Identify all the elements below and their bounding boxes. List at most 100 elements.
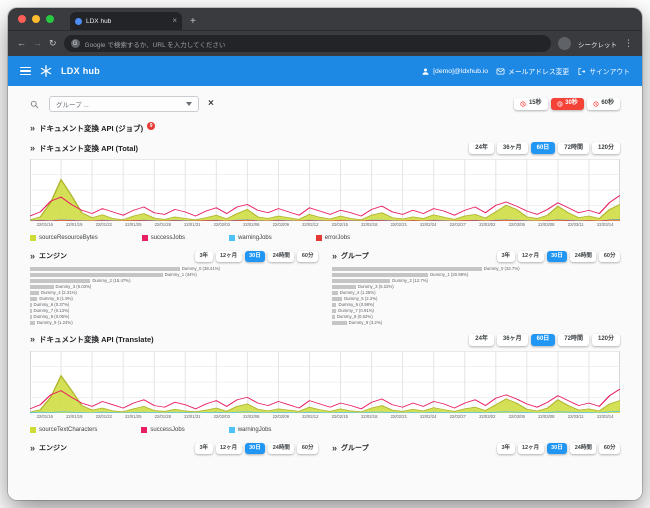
x-axis-label: 22/01/25 [125,222,142,228]
legend-swatch-icon [30,235,36,242]
range-button-12ヶ月[interactable]: 12ヶ月 [517,251,544,262]
refresh-interval-button-15秒[interactable]: 15秒 [514,97,548,111]
section-jobs-title[interactable]: » ドキュメント変換 API (ジョブ) 9 [30,121,620,134]
x-axis-label: 22/02/12 [302,222,319,228]
bar-label: Dummy_4 (1.25%) [339,290,376,296]
range-button-60日[interactable]: 60日 [530,142,556,155]
bar-label: Dummy_0 (38.41%) [181,266,220,272]
clock-icon [520,101,527,107]
range-button-60分[interactable]: 60分 [297,251,318,262]
legend-item-successJobs: successJobs [141,235,185,242]
tab-close-icon[interactable]: × [172,16,177,25]
section-translate-title[interactable]: » ドキュメント変換 API (Translate) [30,334,154,345]
window-close-button[interactable] [18,15,26,23]
range-button-120分[interactable]: 120分 [591,333,620,346]
x-axis-label: 22/02/09 [272,222,289,228]
range-button-60分[interactable]: 60分 [599,442,620,454]
translate-group-header[interactable]: » グループ 3年 12ヶ月 30日 24時間 60分 [332,442,620,454]
range-button-24年[interactable]: 24年 [469,142,494,155]
range-button-24時間[interactable]: 24時間 [570,251,597,262]
range-button-12ヶ月[interactable]: 12ヶ月 [517,442,544,454]
group-panel-header[interactable]: » グループ 3年 12ヶ月 30日 24時間 60分 [332,251,620,262]
total-chart-legend: sourceResourceBytes successJobs warningJob… [30,233,620,243]
range-button-30日[interactable]: 30日 [244,442,266,454]
bar [30,290,39,295]
engine-panel-header[interactable]: » エンジン 3年 12ヶ月 30日 24時間 60分 [30,251,318,262]
user-icon [422,68,429,75]
address-bar-placeholder: Google で検索するか、URL を入力してください [84,41,226,49]
range-button-12ヶ月[interactable]: 12ヶ月 [215,442,242,454]
bar [30,284,54,289]
engine-range-group: 3年 12ヶ月 30日 24時間 60分 [194,251,318,262]
menu-icon[interactable] [20,66,31,76]
legend-item-errorJobs: errorJobs [315,235,350,242]
mail-icon [496,68,505,74]
bar-label: Dummy_6 (0.37%) [33,302,70,308]
address-bar[interactable]: G Google で検索するか、URL を入力してください [63,35,551,52]
user-account[interactable]: [demo]@ldxhub.io [421,67,488,76]
bar [30,278,91,283]
group-select-value: グループ ... [56,102,89,109]
range-button-3年[interactable]: 3年 [496,442,515,454]
range-button-24時間[interactable]: 24時間 [268,251,295,262]
range-button-60日[interactable]: 60日 [530,333,556,346]
window-minimize-button[interactable] [32,15,40,23]
legend-item-warningJobs: warningJobs [228,426,271,433]
bar-row: Dummy_3 (6.03%) [30,284,318,290]
incognito-avatar-icon[interactable] [558,37,571,50]
x-axis-label: 22/02/27 [449,413,466,419]
reload-icon[interactable]: ↻ [49,38,57,48]
sign-out-button[interactable]: サインアウト [577,66,630,76]
range-button-30日[interactable]: 30日 [244,251,266,262]
translate-group-panel: » グループ 3年 12ヶ月 30日 24時間 60分 [332,442,620,454]
bar [30,266,180,271]
group-bar-chart: Dummy_0 (32.7%) Dummy_1 (20.98%) Dummy_2 (… [332,266,620,326]
bar-row: Dummy_2 (15.47%) [30,278,318,284]
range-button-72時間[interactable]: 72時間 [558,142,589,155]
x-axis-label: 22/02/12 [302,413,319,419]
range-button-36ヶ月[interactable]: 36ヶ月 [496,142,528,155]
section-total-title[interactable]: » ドキュメント変換 API (Total) [30,143,138,154]
range-button-30日[interactable]: 30日 [546,442,568,454]
range-button-3年[interactable]: 3年 [194,251,213,262]
range-button-12ヶ月[interactable]: 12ヶ月 [215,251,242,262]
range-button-3年[interactable]: 3年 [194,442,213,454]
bar-row: Dummy_0 (38.41%) [30,266,318,272]
browser-menu-icon[interactable]: ⋮ [624,38,633,48]
range-button-60分[interactable]: 60分 [297,442,318,454]
range-button-24年[interactable]: 24年 [469,333,494,346]
translate-engine-header[interactable]: » エンジン 3年 12ヶ月 30日 24時間 60分 [30,442,318,454]
range-button-36ヶ月[interactable]: 36ヶ月 [496,333,528,346]
change-email-button[interactable]: メールアドレス変更 [496,66,569,76]
range-button-60分[interactable]: 60分 [599,251,620,262]
bar [332,272,429,277]
bar-label: Dummy_9 (1.24%) [36,320,73,326]
range-button-30日[interactable]: 30日 [546,251,568,262]
new-tab-button[interactable]: + [190,16,196,27]
bar [332,278,391,283]
range-button-120分[interactable]: 120分 [591,142,620,155]
browser-tab[interactable]: LDX hub × [70,12,182,30]
back-icon[interactable]: ← [17,38,26,48]
x-axis-label: 22/01/28 [154,222,171,228]
x-axis-label: 22/02/06 [243,222,260,228]
change-email-label: メールアドレス変更 [508,69,570,76]
bar-label: Dummy_9 (3.2%) [348,320,383,326]
range-button-3年[interactable]: 3年 [496,251,515,262]
double-chevron-icon: » [30,442,36,453]
clear-filter-icon[interactable]: × [208,98,214,109]
window-fullscreen-button[interactable] [46,15,54,23]
sign-out-label: サインアウト [589,69,630,76]
refresh-interval-button-30秒[interactable]: 30秒 [550,97,584,111]
forward-icon[interactable]: → [33,38,42,48]
x-axis-label: 22/02/15 [331,413,348,419]
refresh-interval-button-60秒[interactable]: 60秒 [586,97,620,111]
group-select[interactable]: グループ ... [49,96,199,112]
range-button-72時間[interactable]: 72時間 [558,333,589,346]
search-icon [30,100,39,108]
translate-engine-range-group: 3年 12ヶ月 30日 24時間 60分 [194,442,318,454]
double-chevron-icon: » [332,442,338,453]
bar [332,296,343,301]
range-button-24時間[interactable]: 24時間 [268,442,295,454]
range-button-24時間[interactable]: 24時間 [570,442,597,454]
